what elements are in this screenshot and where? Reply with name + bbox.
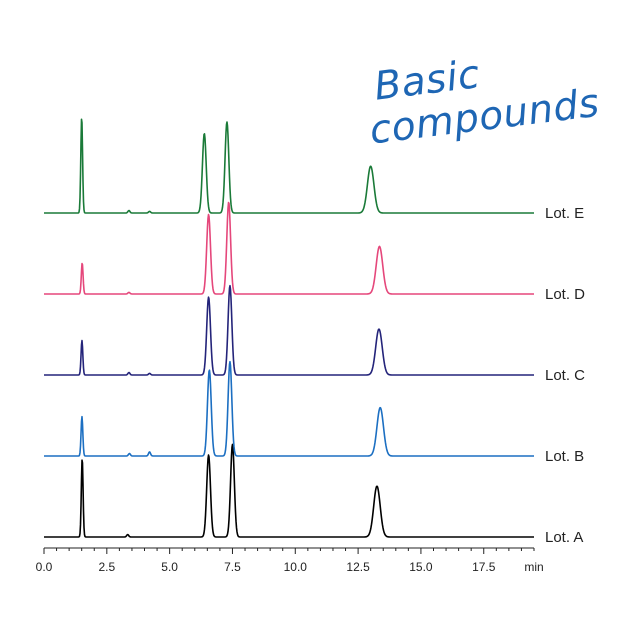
x-tick-label: 10.0 [284,560,308,574]
x-tick-label: 2.5 [98,560,115,574]
legend-label-lot-c: Lot. C [545,367,585,384]
trace-lot-e [43,118,535,214]
legend-label-lot-e: Lot. E [545,205,584,222]
x-axis: 0.0 2.5 5.0 7.5 10.0 12.5 15.0 17.5 min [36,547,544,574]
x-tick-label: 15.0 [409,560,433,574]
legend-labels: Lot. A Lot. B Lot. C Lot. D Lot. E [545,205,585,546]
x-tick-label: 5.0 [161,560,178,574]
x-tick-label: 17.5 [472,560,496,574]
x-tick-label: 12.5 [346,560,370,574]
legend-label-lot-b: Lot. B [545,448,584,465]
legend-label-lot-d: Lot. D [545,286,585,303]
x-unit-label: min [524,560,543,574]
trace-lot-c [43,284,535,376]
traces-group [43,118,535,538]
trace-lot-a [43,443,535,538]
legend-label-lot-a: Lot. A [545,529,583,546]
x-tick-label: 0.0 [36,560,53,574]
x-tick-label: 7.5 [224,560,241,574]
trace-lot-d [43,201,535,295]
trace-lot-b [43,360,535,457]
